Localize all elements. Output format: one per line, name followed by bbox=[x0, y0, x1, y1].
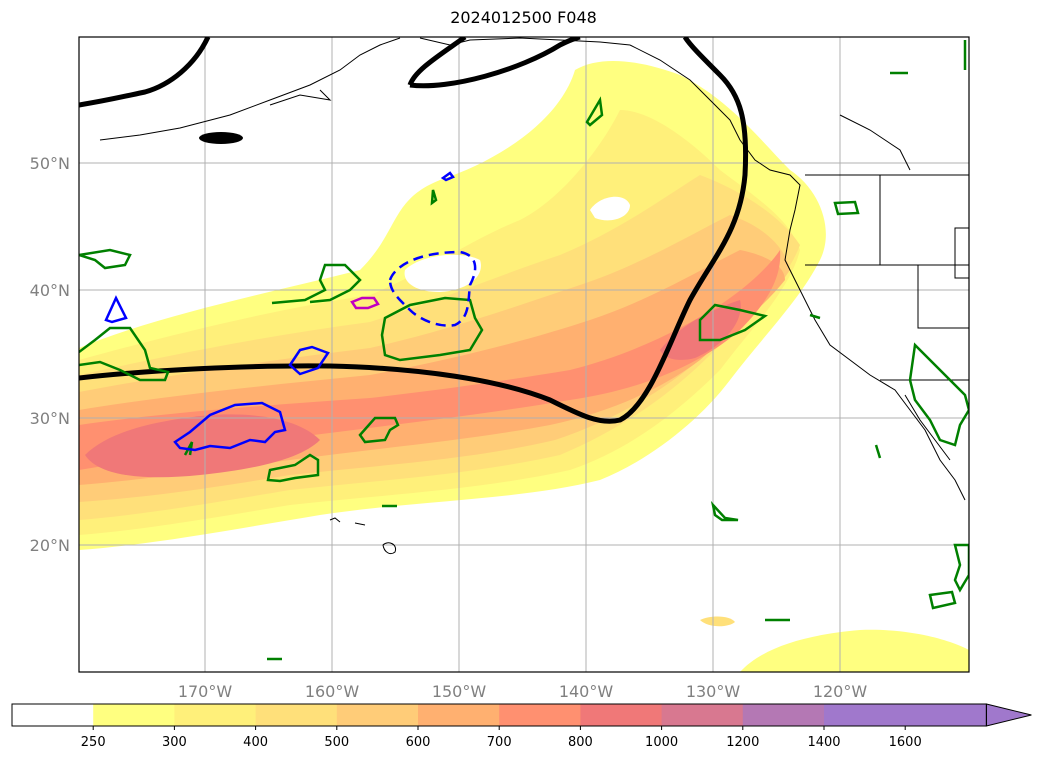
lon-label: 170°W bbox=[178, 682, 233, 701]
colorbar-label: 1200 bbox=[726, 735, 759, 750]
lon-label: 160°W bbox=[305, 682, 360, 701]
lon-label: 150°W bbox=[432, 682, 487, 701]
ivt-spot bbox=[700, 616, 735, 627]
colorbar-label: 300 bbox=[162, 735, 187, 750]
map-frame bbox=[78, 36, 970, 673]
colorbar-segment bbox=[174, 704, 257, 726]
ivt-band-800 bbox=[85, 414, 320, 478]
lon-label: 130°W bbox=[686, 682, 741, 701]
colorbar-extend-arrow bbox=[985, 703, 1032, 727]
colorbar-segment bbox=[93, 704, 175, 726]
lat-label: 50°N bbox=[30, 154, 70, 173]
ivt-band-700 bbox=[79, 250, 781, 470]
lon-label: 140°W bbox=[559, 682, 614, 701]
colorbar-label: 600 bbox=[406, 735, 431, 750]
colorbar-segment bbox=[824, 704, 906, 726]
colorbar-label: 400 bbox=[243, 735, 268, 750]
colorbar-label: 500 bbox=[324, 735, 349, 750]
magenta-contour bbox=[350, 296, 380, 310]
lat-label: 20°N bbox=[30, 536, 70, 555]
ivt-hole-west bbox=[404, 254, 481, 292]
colorbar-segment bbox=[12, 704, 94, 726]
colorbar-label: 1000 bbox=[645, 735, 678, 750]
map-title: 2024012500 F048 bbox=[450, 8, 597, 27]
longitude-labels: 170°W 160°W 150°W 140°W 130°W 120°W bbox=[178, 682, 868, 701]
gridlines bbox=[79, 37, 969, 672]
colorbar-segment bbox=[499, 704, 581, 726]
colorbar-label: 700 bbox=[487, 735, 512, 750]
colorbar-label: 800 bbox=[568, 735, 593, 750]
green-contours bbox=[79, 40, 969, 661]
colorbar-label: 1400 bbox=[807, 735, 840, 750]
ivt-fill-layer bbox=[79, 60, 969, 672]
colorbar-segment bbox=[336, 704, 419, 726]
colorbar-segment bbox=[418, 704, 500, 726]
ivt-band-250-south bbox=[740, 629, 969, 672]
island-blob bbox=[199, 132, 243, 144]
colorbar-label: 250 bbox=[81, 735, 106, 750]
coastlines bbox=[99, 37, 969, 555]
ivt-hole bbox=[590, 196, 630, 221]
blue-contours bbox=[104, 171, 477, 452]
colorbar: 250 300 400 500 600 700 800 1000 1200 1400 1600 bbox=[11, 703, 1032, 750]
colorbar-segment bbox=[661, 704, 744, 726]
colorbar-segment bbox=[742, 704, 825, 726]
colorbar-segment bbox=[905, 704, 987, 726]
colorbar-segment bbox=[255, 704, 338, 726]
lat-label: 40°N bbox=[30, 281, 70, 300]
lon-label: 120°W bbox=[813, 682, 868, 701]
latitude-labels: 50°N 40°N 30°N 20°N bbox=[30, 154, 70, 555]
colorbar-label: 1600 bbox=[889, 735, 922, 750]
lat-label: 30°N bbox=[30, 409, 70, 428]
colorbar-segment bbox=[580, 704, 663, 726]
